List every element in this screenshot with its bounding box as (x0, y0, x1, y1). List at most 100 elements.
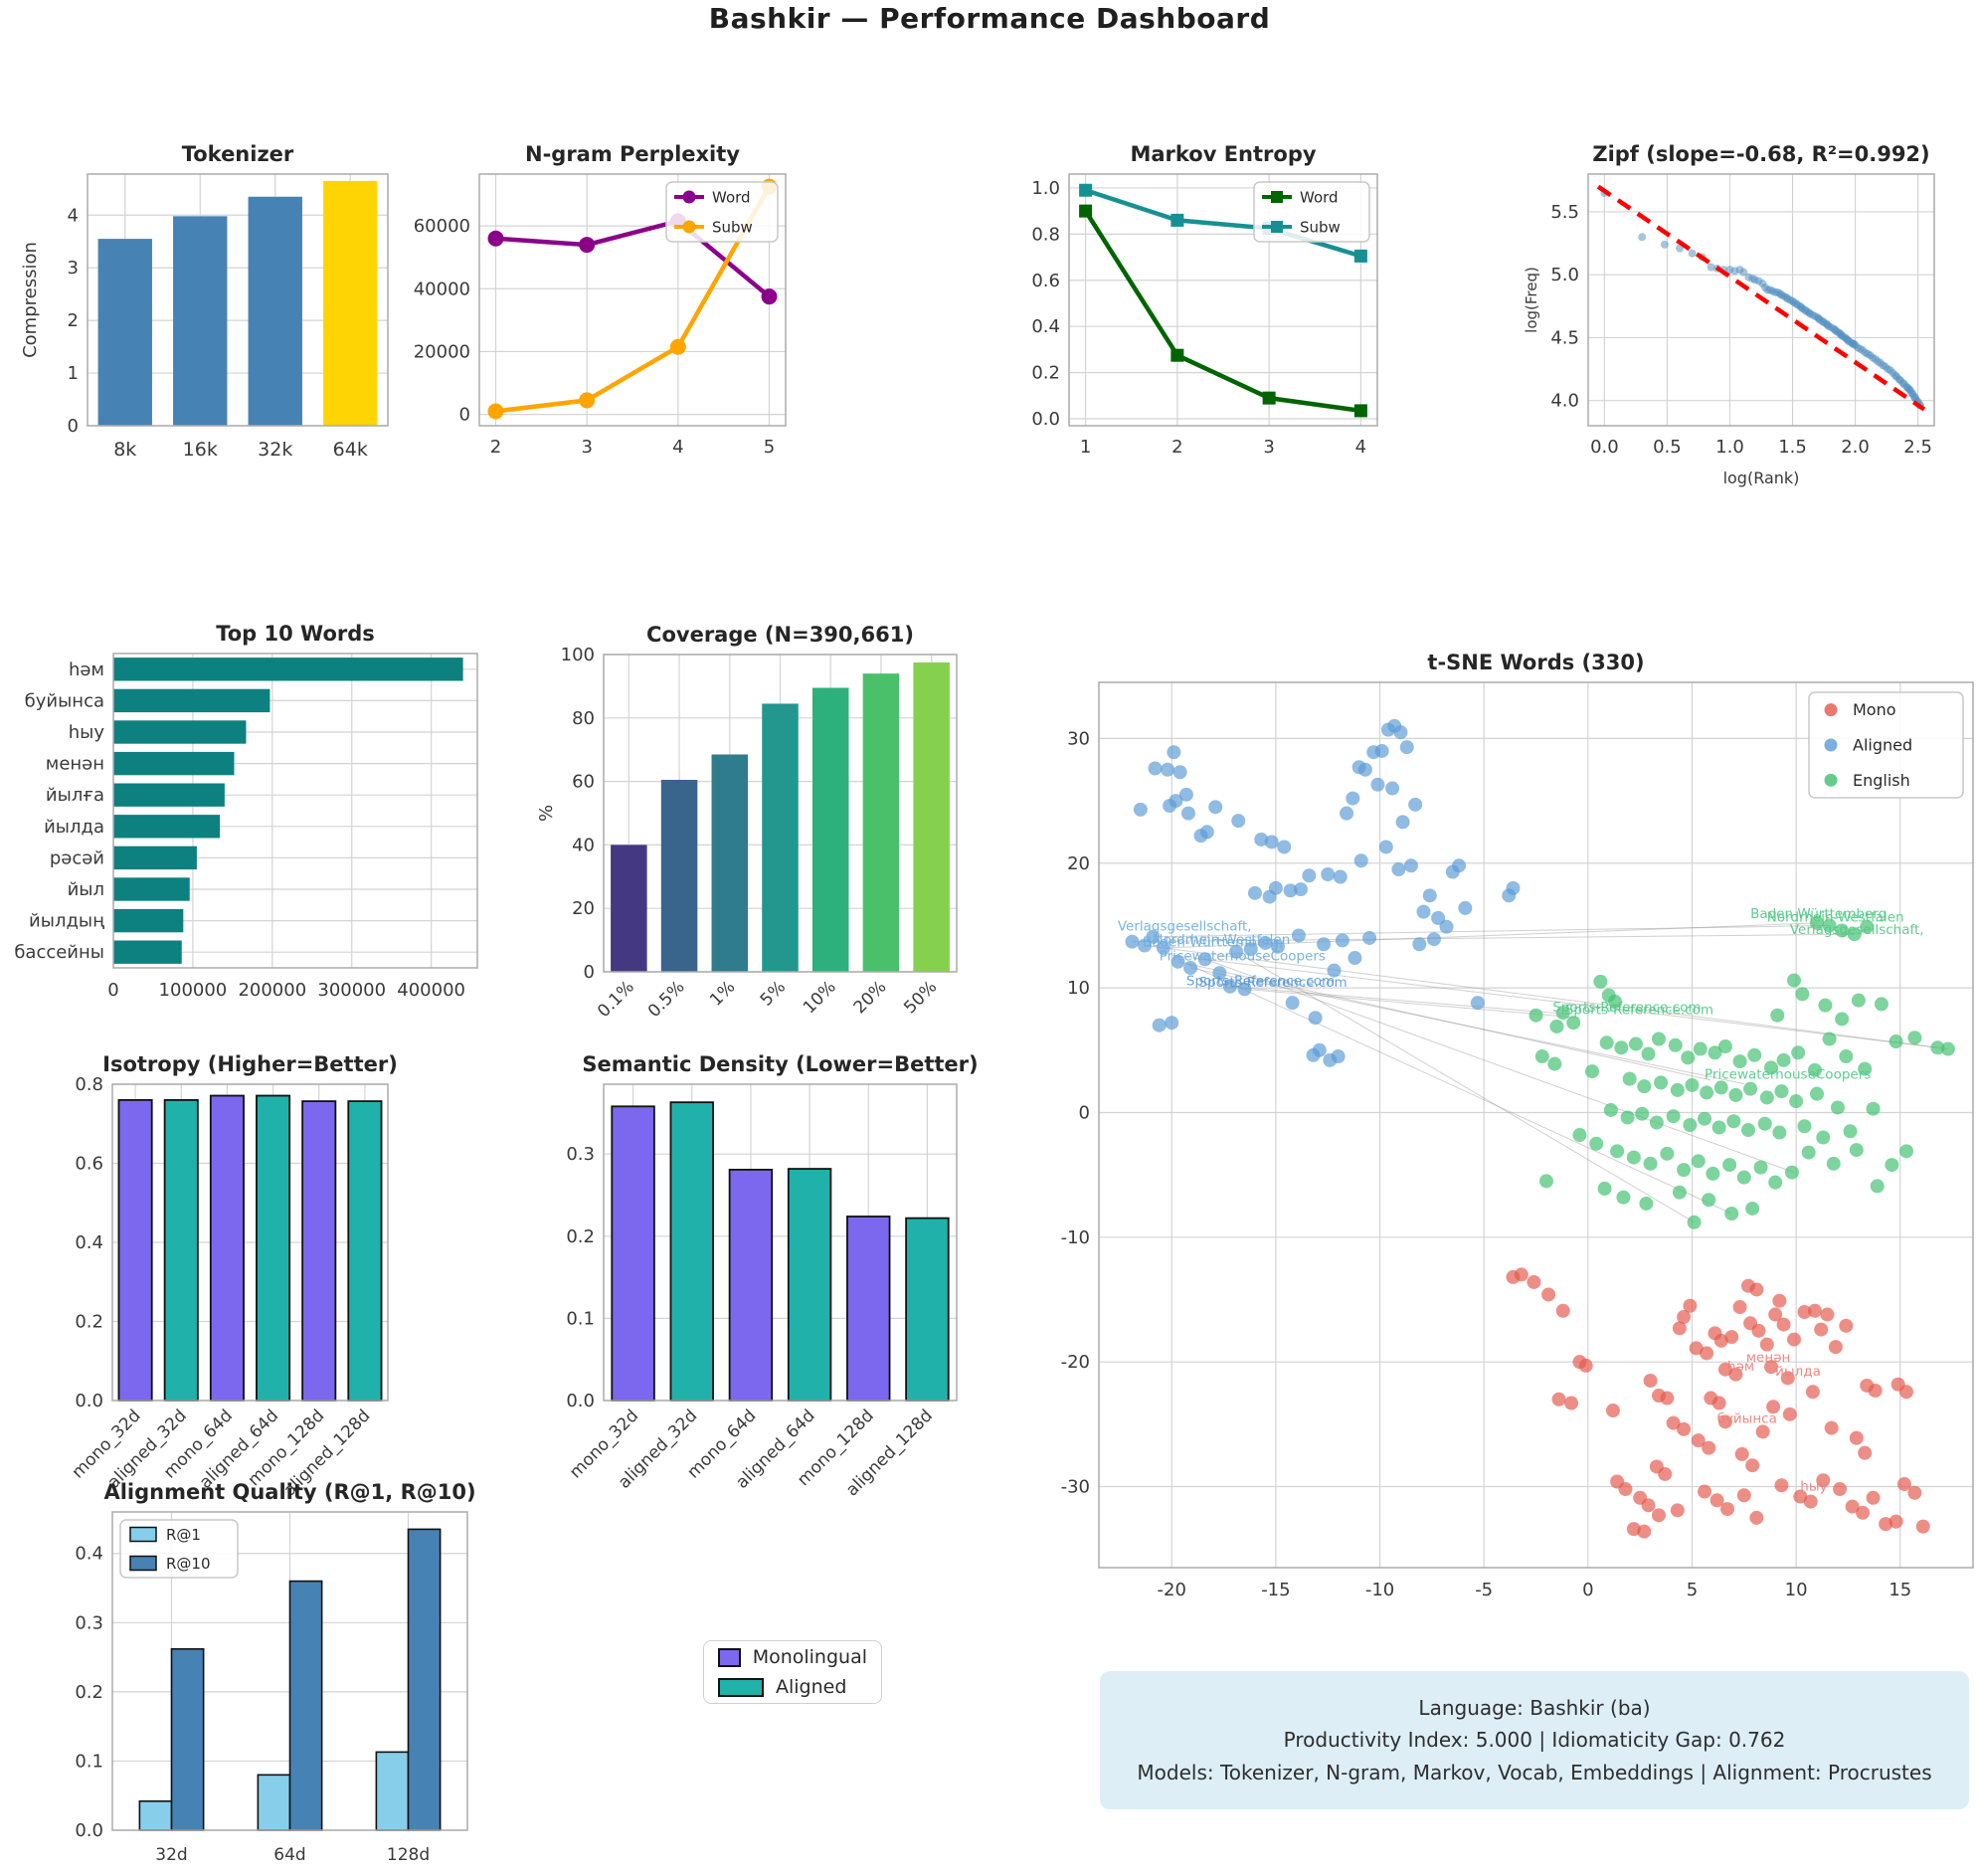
svg-text:0.2: 0.2 (75, 1312, 103, 1333)
chart-title: Coverage (N=390,661) (646, 623, 914, 647)
svg-text:рәсәй: рәсәй (50, 847, 104, 868)
top-words-plot: Top 10 Words һәм буйынса һыу менән йылға йылда… (14, 622, 478, 1001)
bar-R@1-64d (257, 1774, 291, 1831)
bar-aligned_64d (256, 1094, 291, 1402)
svg-text:20: 20 (572, 898, 595, 919)
bar-mono_64d (728, 1169, 774, 1402)
svg-text:10: 10 (1067, 978, 1090, 999)
word-annotation: Verlagsgesellschaft, (1118, 918, 1252, 934)
gridlines (112, 1083, 388, 1402)
monolingual-swatch (718, 1647, 741, 1667)
bar-8k (97, 239, 152, 426)
svg-text:100000: 100000 (159, 980, 228, 1001)
bar-64k (323, 180, 378, 426)
svg-text:0: 0 (68, 416, 79, 437)
svg-text:0: 0 (107, 980, 118, 1001)
svg-text:0.1%: 0.1% (594, 977, 638, 1022)
svg-text:0.0: 0.0 (75, 1820, 103, 1841)
data-point (761, 288, 778, 305)
svg-text:0: 0 (459, 405, 470, 426)
chart-isotropy: Isotropy (Higher=Better) 0.0 0.2 0.4 0.6 0.8 m… (20, 1042, 428, 1505)
bar-mono_32d (117, 1099, 153, 1402)
alignment-connector (1244, 988, 1580, 1019)
svg-text:4.5: 4.5 (1550, 327, 1579, 348)
plot-body (97, 180, 378, 426)
bar-менән (113, 751, 235, 776)
info-line-models: Models: Tokenizer, N-gram, Markov, Vocab… (1137, 1760, 1932, 1784)
bar-mono_128d (846, 1216, 891, 1402)
svg-text:Word: Word (1300, 189, 1339, 207)
svg-text:1: 1 (1080, 437, 1091, 458)
svg-text:0.0: 0.0 (1031, 409, 1060, 430)
x-axis-label: log(Rank) (1723, 469, 1800, 487)
chart-tsne: Verlagsgesellschaft, Baden-Württemberg, No… (1034, 642, 1979, 1621)
y-axis-label: log(Freq) (1523, 267, 1540, 333)
axes-frame (478, 173, 787, 427)
chart-ngram-perplexity: N-gram Perplexity 0 20000 40000 60000 2 3 4 5 Wor… (414, 139, 806, 468)
data-point (1353, 404, 1367, 418)
word-annotation: Sports-Reference.com (1552, 1000, 1701, 1016)
legend-item-aligned: Aligned (718, 1676, 867, 1698)
svg-text:0: 0 (1582, 1580, 1593, 1600)
svg-text:Mono: Mono (1853, 700, 1896, 719)
word-annotation: Baden-Württemberg (1750, 906, 1887, 922)
bar-һыу (113, 720, 247, 744)
bar-aligned_32d (669, 1101, 714, 1402)
alignment-connector (1153, 924, 1830, 938)
chart-semantic-density: Semantic Density (Lower=Better) 0.0 0.1 0.2… (527, 1042, 979, 1505)
data-point (579, 392, 596, 409)
svg-text:128d: 128d (387, 1845, 430, 1865)
data-point (669, 338, 686, 355)
ngram-perplexity-plot: N-gram Perplexity 0 20000 40000 60000 2 3 4 5 Wor… (414, 142, 787, 458)
bar-aligned_64d (787, 1168, 832, 1402)
svg-text:10%: 10% (800, 977, 840, 1018)
svg-text:2: 2 (68, 310, 79, 331)
word-annotation: PricewaterhouseCoopers (1705, 1067, 1871, 1083)
bar-йылдың (113, 908, 184, 933)
alignment-connector (1187, 963, 1732, 1215)
chart-tokenizer: Tokenizer 0 1 2 3 4 Compression 8k 16k 32k 64k (20, 139, 408, 468)
svg-text:-5: -5 (1475, 1580, 1493, 1600)
bar-буйынса (113, 688, 270, 713)
svg-text:1.5: 1.5 (1778, 437, 1807, 458)
tsne-plot: Verlagsgesellschaft,Baden-Württemberg,No… (1061, 651, 1974, 1600)
plot-body (611, 661, 950, 972)
chart-coverage: Coverage (N=390,661) 0 20 40 60 80 100% 0.1% 0.5… (527, 615, 975, 1054)
svg-text:1%: 1% (706, 977, 739, 1010)
svg-text:0.3: 0.3 (75, 1612, 103, 1633)
svg-text:0.1: 0.1 (75, 1751, 103, 1772)
svg-text:0.6: 0.6 (75, 1154, 103, 1175)
y-axis-label: % (536, 805, 557, 822)
chart-title: Alignment Quality (R@1, R@10) (103, 1480, 475, 1504)
cluster-Mono (1506, 1267, 1930, 1539)
svg-text:5%: 5% (757, 977, 790, 1010)
bar-32k (248, 196, 302, 426)
svg-text:0.4: 0.4 (1031, 316, 1060, 337)
svg-text:64d: 64d (273, 1845, 305, 1865)
svg-text:3: 3 (581, 437, 592, 458)
svg-text:20%: 20% (850, 977, 891, 1018)
bar-R@1-128d (375, 1751, 410, 1831)
chart-legend: Word Subw (1253, 181, 1370, 243)
svg-text:32k: 32k (258, 439, 292, 461)
svg-text:4: 4 (68, 205, 79, 226)
bar-R@1-32d (138, 1799, 173, 1831)
axes-frame (1587, 173, 1935, 427)
bar-R@10-64d (288, 1580, 323, 1831)
series-line-Word (495, 218, 771, 298)
svg-text:64k: 64k (333, 439, 368, 461)
svg-text:0.0: 0.0 (1590, 437, 1619, 458)
word-annotation: буйынса (1717, 1411, 1777, 1427)
bar-R@10-128d (407, 1528, 442, 1831)
word-annotation: Sports-Reference.com (1186, 974, 1335, 990)
chart-title: Semantic Density (Lower=Better) (582, 1052, 978, 1076)
svg-text:0.3: 0.3 (566, 1144, 595, 1165)
chart-legend: Word Subw (665, 181, 779, 243)
svg-text:0.5: 0.5 (1653, 437, 1682, 458)
word-annotation: һыу (1800, 1478, 1827, 1494)
svg-text:3: 3 (1263, 437, 1274, 458)
bar-йыл (113, 877, 190, 901)
svg-text:һыу: һыу (69, 722, 105, 743)
axes-frame (112, 653, 478, 969)
